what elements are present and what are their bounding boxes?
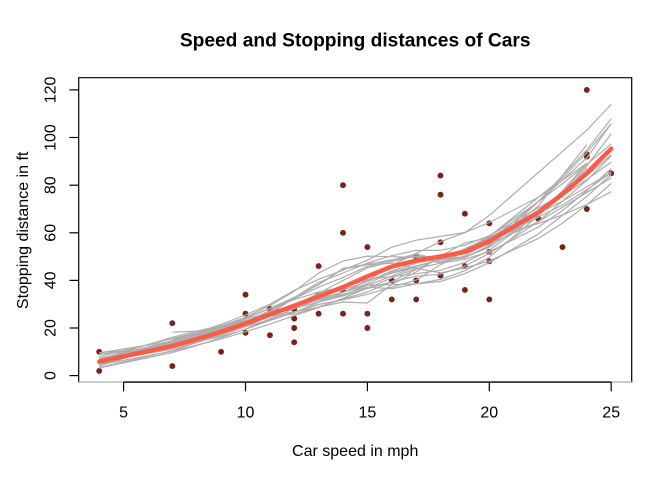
svg-text:10: 10 <box>237 404 255 421</box>
svg-text:Car speed in mph: Car speed in mph <box>292 443 418 460</box>
svg-text:100: 100 <box>43 124 60 151</box>
svg-text:0: 0 <box>43 371 60 380</box>
svg-text:Stopping distance in ft: Stopping distance in ft <box>15 151 32 309</box>
svg-text:Speed and Stopping distances o: Speed and Stopping distances of Cars <box>180 31 531 52</box>
svg-text:60: 60 <box>43 224 60 242</box>
svg-text:15: 15 <box>359 404 377 421</box>
svg-text:80: 80 <box>43 176 60 194</box>
svg-text:20: 20 <box>480 404 498 421</box>
svg-text:120: 120 <box>43 76 60 103</box>
svg-text:20: 20 <box>43 319 60 337</box>
svg-text:40: 40 <box>43 271 60 289</box>
svg-text:25: 25 <box>602 404 620 421</box>
svg-text:5: 5 <box>119 404 128 421</box>
